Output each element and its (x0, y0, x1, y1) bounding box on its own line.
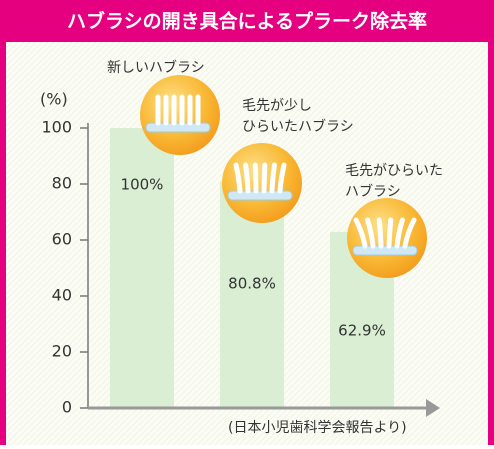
chart: ハブラシの開き具合によるプラーク除去率 (%) (日本小児歯科学会報告より) 1… (0, 0, 494, 445)
brush-handle (146, 123, 210, 132)
y-tick-label: 20 (52, 342, 72, 361)
category-label: 毛先が少し (242, 98, 312, 114)
bristle (264, 165, 265, 191)
category-label: 毛先がひらいた (345, 163, 443, 179)
y-tick-label: 100 (41, 118, 72, 137)
brush-handle (228, 191, 292, 200)
bristle (246, 165, 248, 191)
y-axis-label: (%) (40, 90, 68, 109)
chart-title: ハブラシの開き具合によるプラーク除去率 (67, 10, 427, 33)
value-label: 100% (121, 176, 164, 194)
bristle (272, 165, 274, 191)
y-tick-label: 0 (62, 398, 72, 417)
y-tick-label: 80 (52, 174, 72, 193)
category-label: ひらいたハブラシ (242, 118, 354, 135)
category-label: ハブラシ (345, 183, 401, 200)
y-tick-label: 60 (52, 230, 72, 249)
source-note: (日本小児歯科学会報告より) (228, 420, 407, 436)
bristle (379, 220, 381, 246)
bristle (255, 165, 256, 191)
value-label: 62.9% (338, 321, 386, 339)
bar (110, 128, 174, 408)
bristle (389, 220, 391, 246)
y-tick-label: 40 (52, 286, 72, 305)
category-label: 新しいハブラシ (107, 59, 205, 76)
brush-handle (353, 246, 417, 255)
page: {"chart_data": {"type": "bar", "title": … (0, 0, 494, 449)
value-label: 80.8% (228, 274, 276, 292)
